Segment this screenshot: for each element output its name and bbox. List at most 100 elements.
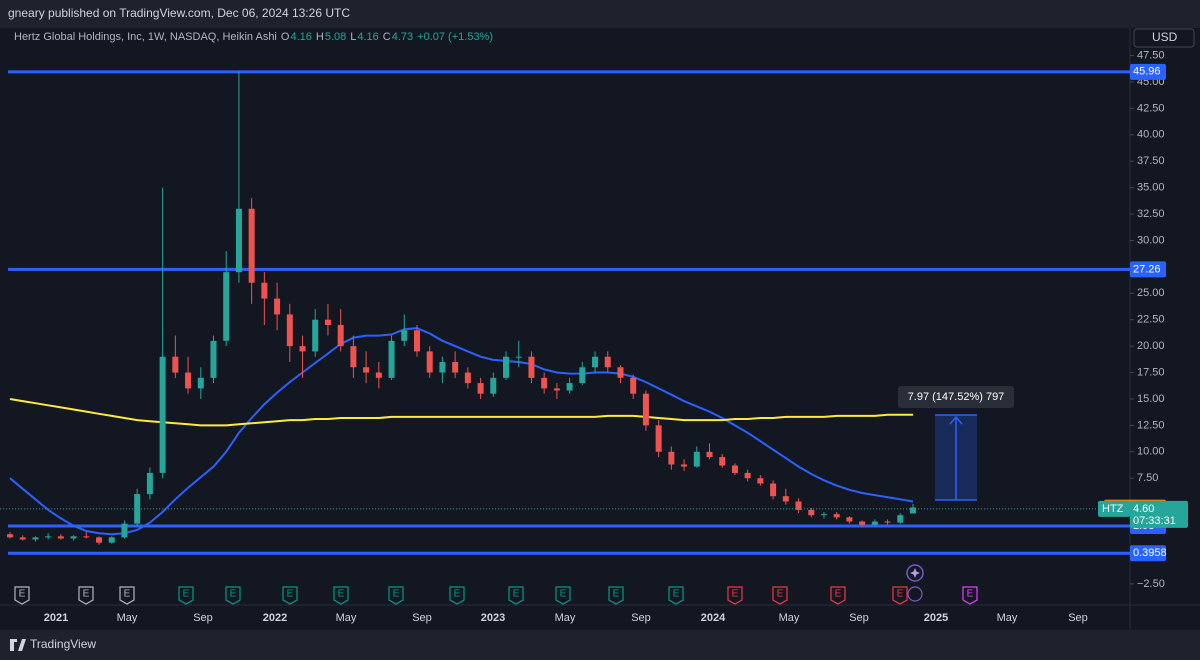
candle-body bbox=[859, 521, 866, 525]
x-tick-label: 2023 bbox=[481, 612, 505, 624]
candle-body bbox=[579, 367, 586, 384]
candle-body bbox=[833, 514, 840, 518]
candle-body bbox=[235, 208, 242, 273]
event-marker bbox=[508, 586, 524, 605]
legend-value: 4.73 bbox=[392, 31, 413, 43]
candle-body bbox=[350, 346, 357, 368]
x-tick-label: 2025 bbox=[924, 612, 948, 624]
event-marker-label: E bbox=[673, 589, 680, 600]
candle-body bbox=[897, 515, 904, 523]
candle-body bbox=[604, 356, 611, 368]
candle-body bbox=[57, 536, 64, 539]
y-tick-label: −2.50 bbox=[1137, 578, 1165, 590]
candle-body bbox=[592, 356, 599, 368]
candle-body bbox=[223, 272, 230, 341]
candle-body bbox=[719, 457, 726, 466]
legend-key: H bbox=[316, 31, 324, 43]
event-marker bbox=[388, 586, 404, 605]
candle-body bbox=[146, 472, 153, 495]
x-tick-label: 2021 bbox=[44, 612, 68, 624]
candle-body bbox=[808, 509, 815, 516]
symbol-tag bbox=[1098, 500, 1130, 517]
symbol-name: HTZ bbox=[1102, 503, 1124, 515]
candle-body bbox=[96, 537, 103, 543]
candle-body bbox=[693, 451, 700, 467]
candle-body bbox=[210, 340, 217, 378]
y-tick-label: 20.00 bbox=[1137, 340, 1165, 352]
x-tick-label: May bbox=[779, 612, 800, 624]
measure-label-bg bbox=[898, 386, 1014, 408]
candle-body bbox=[630, 377, 637, 394]
candle-body bbox=[413, 330, 420, 352]
candle-body bbox=[121, 523, 128, 538]
event-marker-label: E bbox=[560, 589, 567, 600]
candle-body bbox=[439, 361, 446, 373]
candle-body bbox=[871, 521, 878, 525]
candle-body bbox=[744, 472, 751, 479]
y-tick-label: 10.00 bbox=[1137, 446, 1165, 458]
event-marker bbox=[772, 586, 788, 605]
candle-body bbox=[375, 372, 382, 378]
measure-label: 7.97 (147.52%) 797 bbox=[908, 391, 1005, 403]
footer-bar bbox=[0, 630, 1200, 660]
candle-body bbox=[515, 356, 522, 358]
event-marker bbox=[14, 586, 30, 605]
candle-body bbox=[401, 330, 408, 341]
candle-body bbox=[528, 356, 535, 378]
candle-body bbox=[452, 361, 459, 373]
event-marker-label: E bbox=[454, 589, 461, 600]
x-tick-label: 2022 bbox=[263, 612, 287, 624]
candle-body bbox=[617, 367, 624, 378]
candle-body bbox=[83, 536, 90, 538]
event-marker-label: E bbox=[393, 589, 400, 600]
candle-body bbox=[248, 208, 255, 283]
candle-body bbox=[541, 377, 548, 389]
candle-body bbox=[566, 383, 573, 391]
event-marker-label: E bbox=[835, 589, 842, 600]
candle-body bbox=[32, 537, 39, 540]
level-tag-label: 0.3958 bbox=[1133, 547, 1167, 559]
candle-body bbox=[337, 325, 344, 347]
y-tick-label: 17.50 bbox=[1137, 366, 1165, 378]
x-tick-label: May bbox=[997, 612, 1018, 624]
currency[interactable]: USD bbox=[1152, 30, 1178, 44]
candle-body bbox=[846, 517, 853, 522]
candle-body bbox=[757, 478, 764, 484]
candle-body bbox=[388, 340, 395, 378]
x-tick-label: May bbox=[555, 612, 576, 624]
currency-button[interactable] bbox=[1133, 28, 1195, 48]
candle-body bbox=[731, 465, 738, 473]
candle-body bbox=[134, 494, 141, 524]
candle-body bbox=[681, 464, 688, 467]
publish-info: gneary published on TradingView.com, Dec… bbox=[8, 6, 350, 20]
candle-body bbox=[45, 536, 52, 538]
event-marker-label: E bbox=[183, 589, 190, 600]
x-tick-label: Sep bbox=[631, 612, 651, 624]
event-marker-label: E bbox=[124, 589, 131, 600]
event-marker bbox=[608, 586, 624, 605]
legend-value: 4.16 bbox=[290, 31, 311, 43]
legend-key: C bbox=[383, 31, 391, 43]
event-marker-label: E bbox=[83, 589, 90, 600]
x-tick-label: Sep bbox=[193, 612, 213, 624]
candle-body bbox=[553, 388, 560, 391]
event-marker-label: E bbox=[897, 589, 904, 600]
candle-body bbox=[426, 351, 433, 373]
candle-body bbox=[642, 393, 649, 426]
event-marker bbox=[282, 586, 298, 605]
level-tag bbox=[1130, 545, 1166, 562]
footer-logo: TradingView bbox=[30, 637, 96, 651]
candle-body bbox=[884, 521, 891, 523]
event-marker-label: E bbox=[338, 589, 345, 600]
event-marker bbox=[555, 586, 571, 605]
y-tick-label: 47.50 bbox=[1137, 49, 1165, 61]
y-tick-label: 30.00 bbox=[1137, 234, 1165, 246]
header-bar bbox=[0, 0, 1200, 28]
y-tick-label: 40.00 bbox=[1137, 129, 1165, 141]
last-price-tag bbox=[1130, 500, 1188, 528]
candle-body bbox=[286, 314, 293, 347]
candle-body bbox=[820, 514, 827, 516]
logo-icon bbox=[10, 639, 26, 651]
